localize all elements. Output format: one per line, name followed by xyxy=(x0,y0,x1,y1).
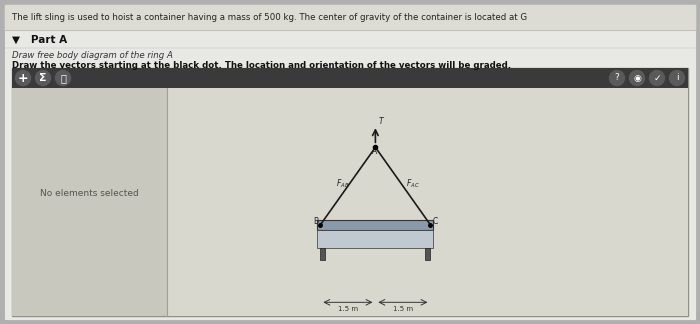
Text: ⬜: ⬜ xyxy=(60,73,66,83)
Bar xyxy=(317,230,433,248)
Text: $F_{AB}$: $F_{AB}$ xyxy=(336,177,349,190)
Bar xyxy=(167,88,688,316)
Text: i: i xyxy=(676,74,678,83)
Text: +: + xyxy=(18,72,28,85)
Text: No elements selected: No elements selected xyxy=(40,190,139,199)
Circle shape xyxy=(629,71,645,86)
Bar xyxy=(12,68,688,316)
Text: Draw the vectors starting at the black dot. The location and orientation of the : Draw the vectors starting at the black d… xyxy=(12,61,511,70)
Circle shape xyxy=(610,71,624,86)
Bar xyxy=(321,248,326,260)
Text: A: A xyxy=(372,147,378,156)
Circle shape xyxy=(650,71,664,86)
Bar xyxy=(317,220,433,230)
Bar xyxy=(12,88,167,316)
Text: Draw free body diagram of the ring A: Draw free body diagram of the ring A xyxy=(12,52,173,61)
Text: $F_{AC}$: $F_{AC}$ xyxy=(406,177,420,190)
Text: ◉: ◉ xyxy=(633,74,641,83)
Text: ✓: ✓ xyxy=(653,74,661,83)
Circle shape xyxy=(36,71,50,86)
Circle shape xyxy=(669,71,685,86)
Circle shape xyxy=(15,71,31,86)
Text: B: B xyxy=(314,217,318,226)
Text: 1.5 m: 1.5 m xyxy=(393,306,413,312)
Text: C: C xyxy=(433,217,438,226)
Bar xyxy=(12,68,688,88)
Text: ▼   Part A: ▼ Part A xyxy=(12,35,67,45)
Text: ?: ? xyxy=(615,74,620,83)
Text: 1.5 m: 1.5 m xyxy=(338,306,358,312)
Text: The lift sling is used to hoist a container having a mass of 500 kg. The center : The lift sling is used to hoist a contai… xyxy=(12,14,527,22)
Bar xyxy=(5,5,695,30)
Bar xyxy=(426,248,430,260)
Text: T: T xyxy=(379,117,383,126)
Text: Σ: Σ xyxy=(39,73,47,83)
Circle shape xyxy=(55,71,71,86)
